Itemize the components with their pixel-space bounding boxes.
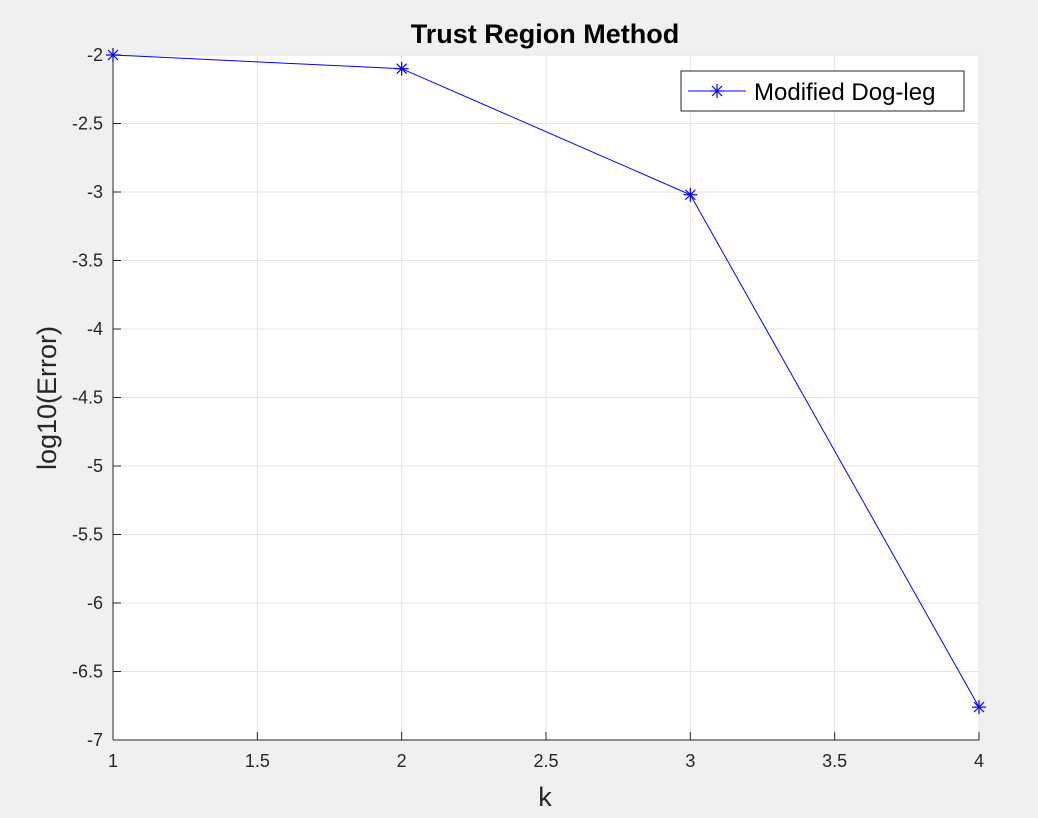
x-tick-label: 1 bbox=[108, 751, 118, 771]
y-tick-label: -6.5 bbox=[72, 662, 103, 682]
x-tick-label: 1.5 bbox=[245, 751, 270, 771]
y-tick-label: -7 bbox=[87, 730, 103, 750]
y-axis-label: log10(Error) bbox=[32, 326, 62, 470]
y-tick-label: -4 bbox=[87, 319, 103, 339]
data-point-marker bbox=[683, 187, 698, 202]
y-tick-label: -5 bbox=[87, 456, 103, 476]
legend: Modified Dog-leg bbox=[680, 70, 965, 112]
legend-asterisk-marker bbox=[710, 84, 724, 98]
y-tick-label: -4.5 bbox=[72, 388, 103, 408]
axes: 1 1.5 2 2.5 3 3.5 4 -2 -2.5 -3 -3.5 -4 -4.5 -5 -5.5 -6 -… bbox=[72, 45, 984, 771]
y-tick-label: -2 bbox=[87, 45, 103, 65]
y-tick-label: -3 bbox=[87, 182, 103, 202]
x-tick-label: 2 bbox=[397, 751, 407, 771]
x-tick-label: 3 bbox=[685, 751, 695, 771]
grid bbox=[112, 54, 980, 741]
series-layer bbox=[106, 48, 986, 715]
chart-title: Trust Region Method bbox=[411, 19, 679, 49]
data-point-marker bbox=[972, 700, 986, 715]
series-line bbox=[112, 54, 980, 708]
x-axis-label: k bbox=[538, 782, 552, 812]
y-tick-label: -3.5 bbox=[72, 251, 103, 271]
y-tick-label: -2.5 bbox=[72, 114, 103, 134]
y-tick-label: -5.5 bbox=[72, 525, 103, 545]
data-point-marker bbox=[394, 61, 409, 76]
x-tick-label: 3.5 bbox=[822, 751, 847, 771]
y-tick-label: -6 bbox=[87, 593, 103, 613]
legend-marker-shape bbox=[710, 84, 724, 98]
data-point-marker bbox=[106, 48, 120, 62]
legend-label: Modified Dog-leg bbox=[754, 79, 935, 106]
x-tick-label: 2.5 bbox=[533, 751, 558, 771]
x-tick-label: 4 bbox=[974, 751, 984, 771]
